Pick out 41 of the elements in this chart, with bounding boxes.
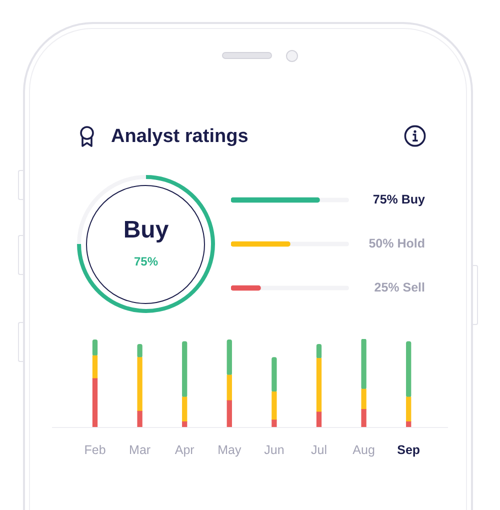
bar — [272, 420, 277, 427]
x-tick-label: May — [218, 442, 242, 457]
bar — [226, 374, 232, 401]
y-tick-label: Buy — [401, 192, 426, 206]
bar — [92, 378, 98, 427]
data-label: 50% — [368, 236, 394, 250]
bar — [226, 400, 232, 427]
bar — [182, 341, 188, 398]
bar — [316, 358, 322, 412]
bar — [361, 339, 366, 390]
bar — [182, 421, 188, 427]
slice-label: Buy — [122, 216, 169, 244]
bar — [226, 340, 232, 376]
data-label: 75% — [133, 254, 158, 268]
data-label: 75% — [372, 192, 398, 206]
x-tick-label: Feb — [84, 442, 106, 457]
x-tick-label: Jul — [311, 442, 327, 457]
bar — [406, 396, 412, 422]
bar — [316, 344, 322, 359]
y-tick-label: Hold — [397, 236, 425, 250]
x-tick-label: Sep — [397, 442, 420, 457]
bar — [137, 357, 142, 412]
bar — [316, 412, 322, 427]
bar — [137, 344, 142, 358]
bar — [92, 340, 98, 356]
bar — [406, 421, 412, 427]
chart-title: Analyst ratings — [111, 125, 248, 149]
bar — [361, 409, 366, 427]
x-tick-label: Mar — [129, 442, 151, 457]
bar — [361, 388, 366, 410]
x-tick-label: Aug — [352, 442, 375, 457]
x-tick-label: Apr — [174, 442, 194, 457]
bar — [182, 396, 188, 422]
bar — [406, 341, 412, 398]
bar — [92, 355, 98, 379]
x-tick-label: Jun — [264, 442, 284, 457]
bar — [272, 391, 277, 420]
bar — [137, 410, 142, 427]
bar — [272, 357, 277, 392]
y-tick-label: Sell — [402, 280, 425, 294]
data-label: 25% — [374, 280, 400, 294]
